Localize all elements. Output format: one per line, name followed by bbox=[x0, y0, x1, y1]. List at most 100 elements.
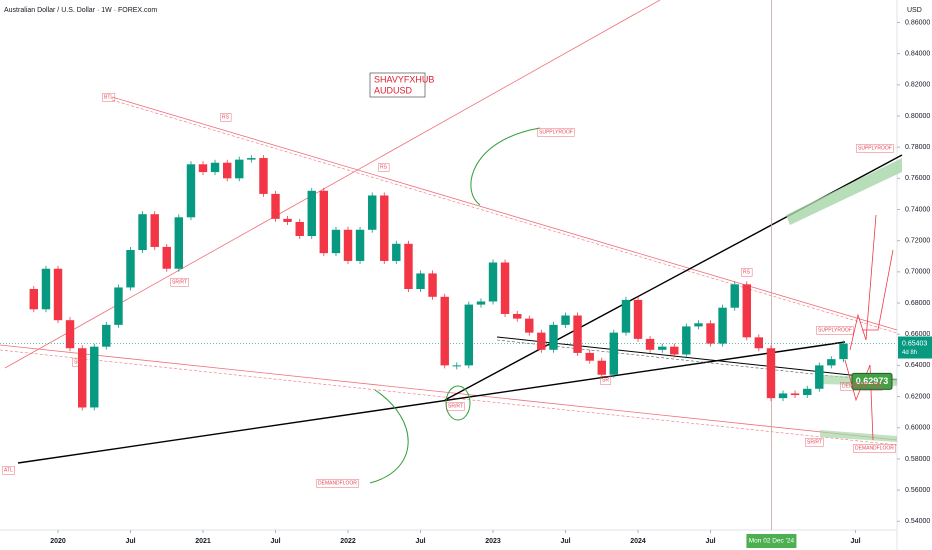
annotation-box bbox=[856, 144, 894, 153]
annotation: DEMANDFLOOR bbox=[842, 383, 881, 389]
y-tick-label: 0.66000 bbox=[905, 331, 930, 338]
candle-body bbox=[573, 315, 582, 353]
x-tick-label: Jul bbox=[560, 538, 570, 545]
circle bbox=[445, 385, 471, 421]
annotation-box bbox=[853, 444, 896, 453]
annotation: RS bbox=[743, 269, 751, 275]
y-tick-label: 0.78000 bbox=[905, 144, 930, 151]
candle-body bbox=[259, 158, 268, 194]
y-tick-label: 0.64000 bbox=[905, 362, 930, 369]
candle-body bbox=[210, 162, 220, 173]
x-tick-label: 2022 bbox=[340, 538, 356, 545]
candle-body bbox=[694, 323, 703, 327]
marked-price-label: 0.62973 bbox=[856, 376, 889, 386]
zone bbox=[820, 430, 897, 442]
trend-line bbox=[111, 99, 898, 334]
candle-body bbox=[331, 229, 341, 254]
candle-body bbox=[440, 296, 449, 366]
y-tick-label: 0.60000 bbox=[905, 425, 930, 432]
candle-body bbox=[790, 393, 800, 396]
y-tick-label: 0.86000 bbox=[905, 19, 930, 26]
annotation: BTL bbox=[104, 94, 113, 100]
currency: USD bbox=[907, 7, 922, 14]
candle-body bbox=[730, 284, 739, 308]
x-tick-label: 2020 bbox=[50, 538, 66, 545]
last-price-label: 0.65403 bbox=[902, 340, 927, 347]
annotation-box bbox=[316, 479, 359, 488]
candle-body bbox=[307, 190, 316, 237]
candle-body bbox=[827, 359, 836, 366]
candle-body bbox=[355, 229, 365, 261]
candle-body bbox=[392, 243, 401, 261]
candle-body bbox=[235, 159, 244, 179]
x-tick-label: Jul bbox=[850, 538, 860, 545]
candle-body bbox=[223, 162, 232, 179]
candle-body bbox=[537, 332, 546, 350]
annotation-box bbox=[446, 402, 465, 411]
curve bbox=[369, 389, 409, 484]
candle-body bbox=[682, 326, 691, 355]
annotation: SR/RT bbox=[807, 439, 822, 445]
projection bbox=[849, 214, 877, 351]
candle-body bbox=[138, 214, 147, 251]
y-tick-label: 0.70000 bbox=[905, 269, 930, 276]
y-tick-label: 0.84000 bbox=[905, 50, 930, 57]
crosshair-tag bbox=[746, 534, 797, 548]
trend-line bbox=[111, 96, 898, 331]
annotation-box bbox=[537, 128, 575, 137]
candle-body bbox=[102, 324, 111, 347]
candle-body bbox=[670, 346, 679, 355]
candle-body bbox=[658, 346, 667, 350]
projection bbox=[862, 249, 894, 331]
candle-body bbox=[90, 346, 99, 408]
candle-body bbox=[41, 268, 51, 310]
y-tick-label: 0.54000 bbox=[905, 518, 930, 525]
candle-body bbox=[597, 360, 606, 375]
annotation: SR/RT bbox=[172, 279, 187, 285]
candle-body bbox=[78, 348, 87, 408]
zone bbox=[786, 158, 902, 225]
watermark: SHAVYFXHUB bbox=[374, 74, 434, 84]
candle-body bbox=[126, 250, 135, 288]
candle-body bbox=[839, 343, 848, 360]
annotation: SUPPLYROOF bbox=[539, 129, 573, 135]
candle-body bbox=[186, 164, 196, 218]
candle-body bbox=[766, 348, 776, 399]
candle-body bbox=[706, 323, 715, 344]
candle-body bbox=[247, 158, 256, 160]
candle-body bbox=[778, 393, 788, 399]
candle-body bbox=[561, 315, 570, 325]
candle-body bbox=[513, 313, 522, 319]
candle-body bbox=[428, 273, 437, 297]
candle-body bbox=[295, 221, 304, 237]
candle-body bbox=[525, 318, 534, 333]
annotation: SUPPLYROOF bbox=[818, 327, 852, 333]
x-tick-label: Jul bbox=[415, 538, 425, 545]
x-tick-label: Jul bbox=[705, 538, 715, 545]
candle-body bbox=[198, 164, 208, 173]
annotation-box bbox=[170, 278, 189, 287]
candle-body bbox=[476, 301, 486, 305]
x-tick-label: 2021 bbox=[195, 538, 211, 545]
candle-body bbox=[162, 246, 171, 269]
annotation: DEMANDFLOOR bbox=[318, 480, 357, 486]
annotation-box bbox=[102, 93, 116, 102]
candle-body bbox=[53, 268, 63, 321]
candle-body bbox=[114, 287, 123, 325]
annotation: ATL bbox=[4, 467, 13, 473]
y-tick-label: 0.62000 bbox=[905, 393, 930, 400]
annotation: RS bbox=[380, 164, 388, 170]
candle-body bbox=[815, 365, 824, 389]
annotation: SR bbox=[74, 359, 81, 365]
candle-body bbox=[718, 307, 727, 344]
x-tick-label: 2024 bbox=[630, 538, 646, 545]
annotation: SR bbox=[602, 377, 609, 383]
candle-body bbox=[452, 365, 461, 367]
annotation: DEMANDFLOOR bbox=[855, 445, 894, 451]
candle-body bbox=[150, 214, 159, 247]
y-tick-label: 0.80000 bbox=[905, 113, 930, 120]
candle-body bbox=[283, 218, 292, 222]
candle-body bbox=[742, 284, 751, 338]
candle-body bbox=[174, 217, 184, 269]
